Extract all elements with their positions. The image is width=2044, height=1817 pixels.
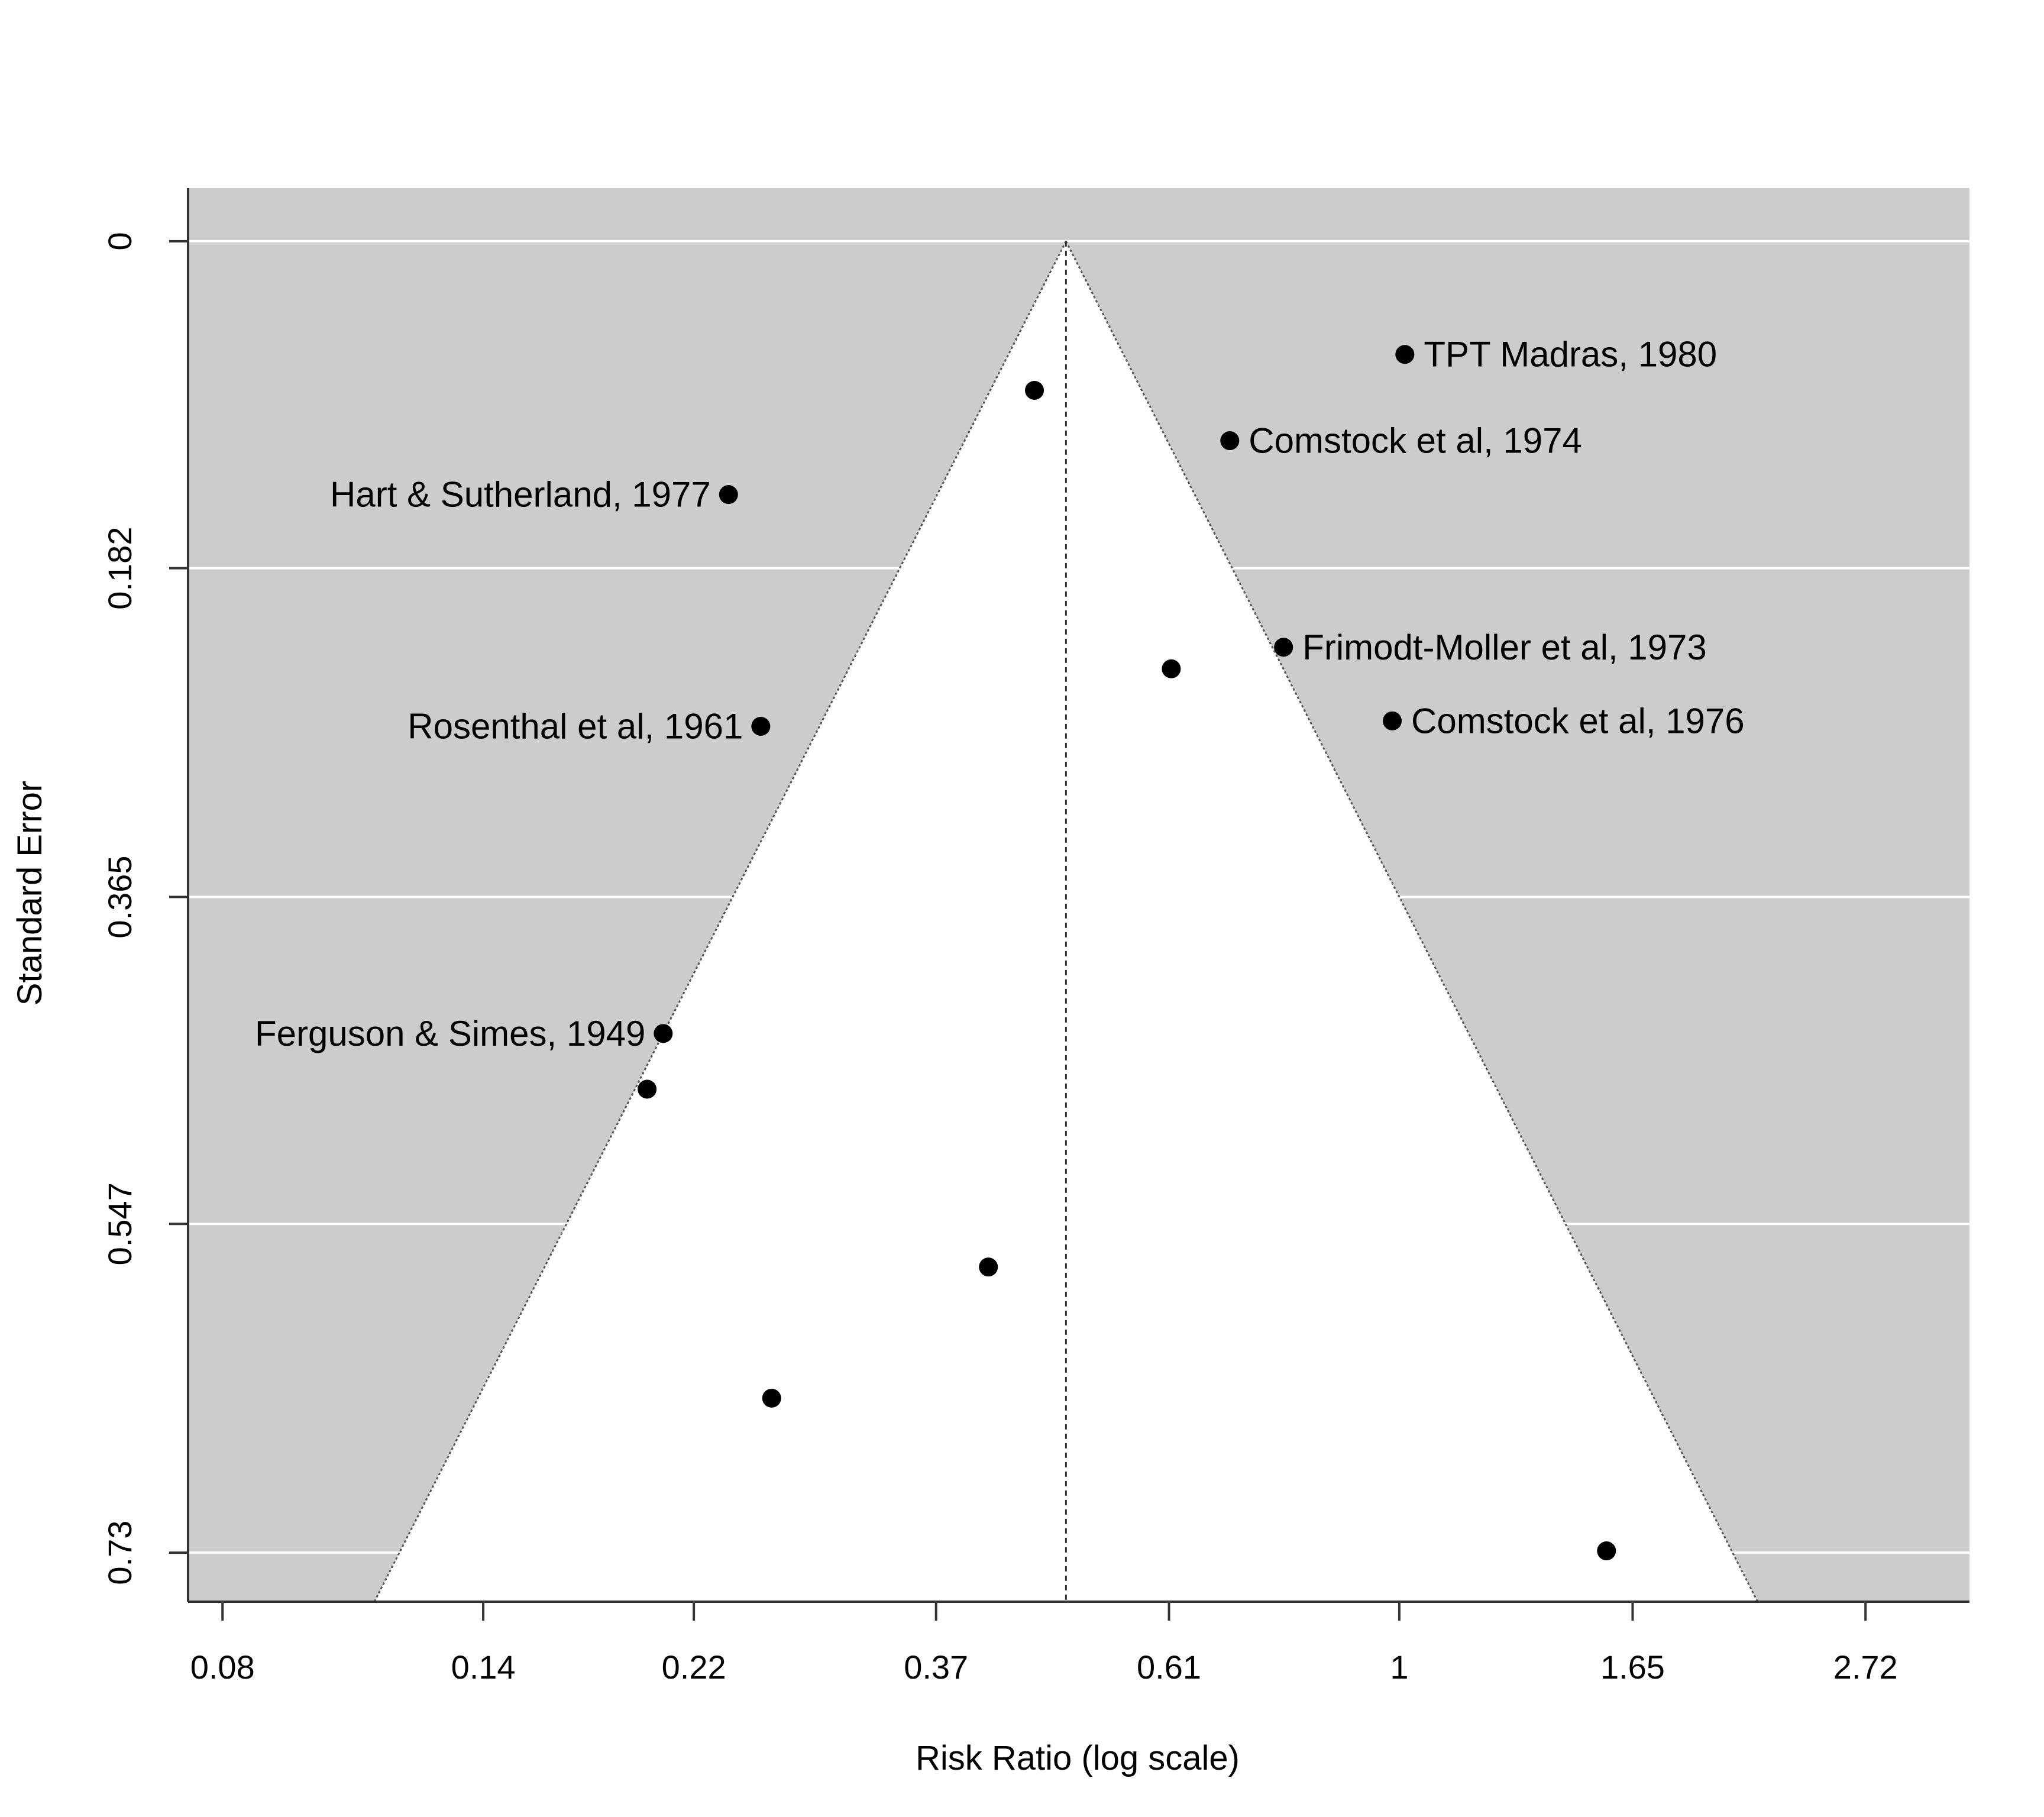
- plot-area: [188, 188, 1969, 1602]
- data-point: [1025, 380, 1044, 400]
- point-label: Rosenthal et al, 1961: [407, 706, 743, 746]
- x-tick-label: 1.65: [1600, 1648, 1665, 1686]
- data-point: [1395, 345, 1415, 364]
- x-tick-label: 1: [1390, 1648, 1408, 1686]
- y-tick-label: 0.182: [101, 527, 138, 610]
- data-point: [1383, 711, 1402, 730]
- point-label: Comstock et al, 1974: [1249, 421, 1582, 461]
- data-points: TPT Madras, 1980 Comstock et al, 1974 Hart…: [255, 335, 1745, 1561]
- x-tick-label: 0.14: [451, 1648, 516, 1686]
- y-tick-label: 0.547: [101, 1182, 138, 1265]
- x-tick-label: 0.08: [190, 1648, 255, 1686]
- data-point: [638, 1079, 657, 1099]
- x-tick-label: 0.61: [1137, 1648, 1201, 1686]
- y-tick-label: 0: [101, 232, 138, 250]
- data-point: [1162, 659, 1181, 678]
- y-tick-label: 0.73: [101, 1521, 138, 1585]
- data-point: [751, 716, 771, 736]
- point-label: Frimodt-Moller et al, 1973: [1302, 628, 1707, 667]
- data-point: [654, 1024, 673, 1043]
- data-point: [762, 1388, 781, 1408]
- x-tick-label: 0.22: [662, 1648, 726, 1686]
- x-tick-label: 2.72: [1833, 1648, 1898, 1686]
- data-point: [1220, 431, 1240, 451]
- x-axis-title: Risk Ratio (log scale): [916, 1739, 1240, 1777]
- funnel-edge-right: [1065, 241, 1759, 1602]
- funnel-edge-left: [373, 241, 1067, 1602]
- data-point: [1597, 1541, 1616, 1561]
- data-point: [1274, 638, 1293, 657]
- data-point: [979, 1257, 998, 1277]
- data-point: [719, 485, 738, 505]
- point-label: Comstock et al, 1976: [1411, 701, 1745, 741]
- point-label: Ferguson & Simes, 1949: [255, 1014, 645, 1053]
- point-label: TPT Madras, 1980: [1424, 335, 1717, 374]
- funnel-region: [374, 241, 1758, 1602]
- y-axis-title: Standard Error: [11, 781, 49, 1006]
- x-tick-label: 0.37: [904, 1648, 968, 1686]
- y-tick-label: 0.365: [101, 855, 138, 938]
- point-label: Hart & Sutherland, 1977: [330, 475, 711, 515]
- axes: 0.08 0.14 0.22 0.37 0.61 1 1.65 2.72 0 0.182 0.365…: [101, 188, 1969, 1686]
